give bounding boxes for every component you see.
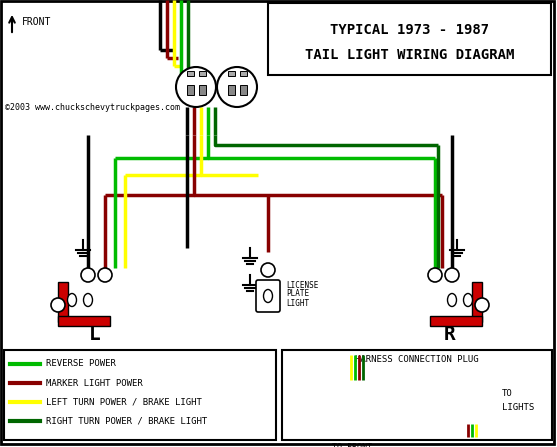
Circle shape: [445, 268, 459, 282]
Bar: [475, 384, 481, 389]
Text: TO: TO: [502, 389, 513, 398]
Bar: [430, 316, 482, 326]
Circle shape: [261, 263, 275, 277]
Bar: [462, 384, 470, 389]
FancyBboxPatch shape: [472, 282, 482, 322]
Circle shape: [51, 298, 65, 312]
Text: RIGHT TURN POWER / BRAKE LIGHT: RIGHT TURN POWER / BRAKE LIGHT: [46, 417, 207, 426]
Bar: [187, 71, 193, 76]
Bar: [58, 316, 110, 326]
Circle shape: [450, 380, 494, 424]
Bar: [240, 85, 247, 95]
Text: LIGHTS: LIGHTS: [502, 402, 534, 412]
Bar: [4, 350, 276, 440]
Text: L: L: [89, 325, 101, 344]
Text: HARNESS CONNECTION PLUG: HARNESS CONNECTION PLUG: [355, 355, 479, 364]
Text: LEFT TURN POWER / BRAKE LIGHT: LEFT TURN POWER / BRAKE LIGHT: [46, 397, 202, 406]
Text: TYPICAL 1973 - 1987: TYPICAL 1973 - 1987: [330, 23, 490, 37]
Bar: [475, 400, 481, 410]
Bar: [227, 71, 234, 76]
Circle shape: [428, 268, 442, 282]
Bar: [282, 350, 552, 440]
FancyBboxPatch shape: [256, 280, 280, 312]
Ellipse shape: [447, 294, 457, 307]
Text: PLATE: PLATE: [286, 290, 309, 299]
FancyBboxPatch shape: [58, 282, 68, 322]
Bar: [240, 71, 247, 76]
Circle shape: [98, 268, 112, 282]
Bar: [359, 400, 367, 410]
Bar: [198, 71, 206, 76]
Circle shape: [335, 380, 379, 424]
Bar: [348, 384, 354, 389]
Text: TAIL LIGHT WIRING DIAGRAM: TAIL LIGHT WIRING DIAGRAM: [305, 48, 515, 62]
Circle shape: [475, 298, 489, 312]
Text: FRONT: FRONT: [22, 17, 51, 27]
Text: R: R: [444, 325, 456, 344]
Text: REVERSE POWER: REVERSE POWER: [46, 359, 116, 368]
Text: ©2003 www.chuckschevytruckpages.com: ©2003 www.chuckschevytruckpages.com: [5, 104, 180, 113]
Bar: [359, 384, 367, 389]
Text: MARKER LIGHT POWER: MARKER LIGHT POWER: [46, 379, 143, 388]
Bar: [268, 3, 551, 75]
Bar: [462, 400, 470, 410]
Text: LICENSE: LICENSE: [286, 281, 319, 290]
Ellipse shape: [84, 294, 92, 307]
Bar: [348, 400, 354, 410]
Text: LIGHT: LIGHT: [286, 299, 309, 308]
Bar: [198, 85, 206, 95]
Ellipse shape: [67, 294, 76, 307]
Bar: [187, 85, 193, 95]
Circle shape: [176, 67, 216, 107]
Circle shape: [81, 268, 95, 282]
Ellipse shape: [463, 294, 472, 307]
Bar: [227, 85, 234, 95]
Text: TO FRONT: TO FRONT: [332, 443, 372, 447]
Ellipse shape: [263, 290, 272, 303]
Circle shape: [217, 67, 257, 107]
